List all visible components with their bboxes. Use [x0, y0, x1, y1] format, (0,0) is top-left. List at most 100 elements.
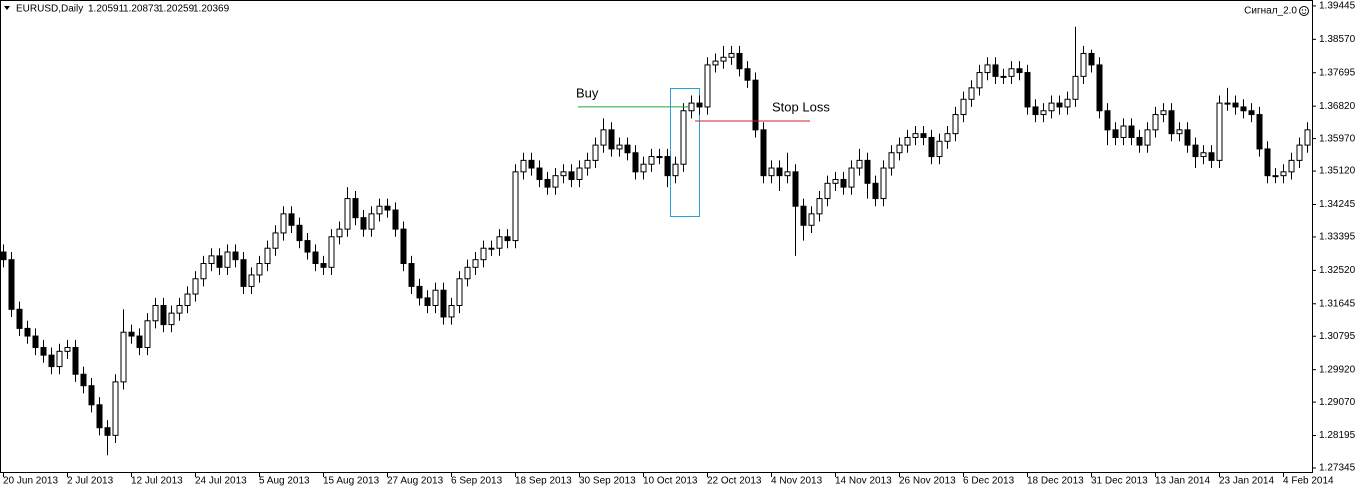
bull-candle [144, 320, 151, 349]
bull-candle [1304, 129, 1311, 146]
bull-candle [936, 140, 943, 158]
bear-candle [216, 255, 223, 268]
bull-candle [896, 144, 903, 154]
bull-candle [112, 381, 119, 436]
bull-candle [272, 232, 279, 249]
bull-candle [176, 305, 183, 314]
bull-candle [520, 159, 527, 173]
x-tick-label: 12 Jul 2013 [131, 476, 183, 487]
smiley-icon [1299, 6, 1309, 16]
bull-candle [976, 72, 983, 89]
x-tick-label: 13 Jan 2014 [1155, 476, 1210, 487]
bear-candle [664, 156, 671, 177]
symbol: EURUSD,Daily [16, 4, 83, 15]
bear-candle [312, 251, 319, 264]
bull-candle [1224, 102, 1231, 105]
x-tick-label: 5 Aug 2013 [259, 476, 310, 487]
quote-value: 1.20369 [193, 4, 230, 15]
bear-candle [1112, 129, 1119, 138]
bear-candle [24, 327, 31, 337]
bull-candle [832, 178, 839, 184]
bull-candle [968, 87, 975, 100]
bear-candle [864, 159, 871, 184]
bull-candle [456, 278, 463, 307]
bear-candle [544, 178, 551, 188]
bull-candle [192, 278, 199, 295]
bull-candle [728, 52, 735, 58]
bull-candle [1152, 114, 1159, 131]
bear-candle [32, 335, 39, 349]
bull-candle [328, 236, 335, 268]
bear-candle [992, 64, 999, 77]
bear-candle [1056, 102, 1063, 108]
bull-candle [464, 266, 471, 280]
x-tick-label: 4 Nov 2013 [771, 476, 823, 487]
bear-candle [1128, 125, 1135, 138]
bear-candle [744, 68, 751, 81]
bull-candle [912, 133, 919, 138]
bear-candle [872, 182, 879, 200]
bear-candle [1032, 106, 1039, 116]
bull-candle [824, 182, 831, 200]
bear-candle [424, 297, 431, 307]
indicator-name: Сигнал_2.0 [1244, 6, 1297, 17]
bull-candle [184, 293, 191, 307]
bull-candle [1280, 171, 1287, 177]
y-tick-label: 1.31645 [1319, 298, 1356, 309]
x-tick-label: 31 Dec 2013 [1091, 476, 1148, 487]
bear-candle [408, 262, 415, 287]
bear-candle [536, 167, 543, 180]
y-tick-label: 1.35970 [1319, 133, 1356, 144]
y-tick-label: 1.29070 [1319, 397, 1356, 408]
bear-candle [632, 152, 639, 173]
bull-candle [512, 171, 519, 242]
bear-candle [504, 236, 511, 242]
bull-candle [808, 213, 815, 226]
bull-candle [1216, 102, 1223, 161]
bull-candle [496, 236, 503, 249]
bull-candle [616, 144, 623, 150]
bull-candle [1144, 129, 1151, 146]
y-tick-label: 1.36820 [1319, 101, 1356, 112]
bear-candle [72, 347, 79, 375]
bull-candle [960, 98, 967, 116]
bear-candle [608, 129, 615, 150]
bull-candle [344, 198, 351, 230]
bear-candle [48, 354, 55, 368]
bear-candle [1016, 68, 1023, 74]
bull-candle [640, 163, 647, 173]
bear-candle [128, 331, 135, 337]
bear-candle [792, 171, 799, 207]
bull-candle [432, 289, 439, 307]
bear-candle [1104, 110, 1111, 131]
bull-candle [592, 144, 599, 161]
bull-candle [576, 167, 583, 180]
bull-candle [256, 262, 263, 276]
bear-candle [752, 79, 759, 131]
bull-candle [1288, 159, 1295, 173]
bull-candle [880, 167, 887, 200]
bull-candle [368, 213, 375, 230]
bull-candle [1080, 52, 1087, 77]
x-tick-label: 27 Aug 2013 [387, 476, 444, 487]
bull-candle [1040, 110, 1047, 116]
bull-candle [904, 136, 911, 146]
bear-candle [352, 198, 359, 219]
bull-candle [448, 305, 455, 318]
x-tick-label: 14 Nov 2013 [835, 476, 892, 487]
bull-candle [560, 171, 567, 177]
bear-candle [360, 217, 367, 230]
y-tick-label: 1.30795 [1319, 331, 1356, 342]
bear-candle [800, 205, 807, 226]
bear-candle [1264, 148, 1271, 177]
quote-value: 1.20873 [123, 4, 160, 15]
y-tick-label: 1.33395 [1319, 232, 1356, 243]
level-label: Stop Loss [772, 99, 830, 114]
bear-candle [8, 259, 15, 310]
menu-arrow [4, 6, 10, 10]
bear-candle [400, 228, 407, 264]
bull-candle [1176, 129, 1183, 135]
bull-candle [1200, 152, 1207, 158]
bear-candle [1208, 152, 1215, 161]
